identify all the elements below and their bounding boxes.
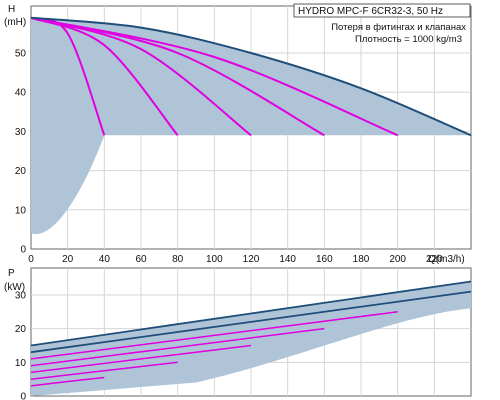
power-curve: [30, 344, 252, 374]
chart-title: HYDRO MPC-F 6CR32-3, 50 Hz: [298, 6, 443, 17]
x-axis-unit: Q(m3/h): [428, 254, 465, 265]
head-envelope-curve: [30, 16, 472, 137]
head-y-tick-label: 30: [15, 127, 27, 138]
x-tick-label: 0: [28, 254, 34, 265]
power-y-tick-label: 0: [20, 392, 26, 400]
head-operating-area: [31, 17, 471, 235]
power-curve: [30, 361, 178, 380]
x-tick-label: 60: [135, 254, 147, 265]
head-plot: 0 20 40 60 80 100 120 140 160 180 200 220 0 10 20 30 40…: [4, 3, 472, 265]
x-tick-label: 200: [389, 254, 406, 265]
power-curve: [30, 311, 398, 360]
power-y-tick-label: 20: [15, 324, 27, 335]
power-y-tick-label: 30: [15, 290, 27, 301]
head-operating-area-fill: [31, 17, 471, 235]
head-x-tick-labels: 0 20 40 60 80 100 120 140 160 180 200 220: [28, 254, 443, 265]
power-curve: [30, 327, 325, 367]
head-y-tick-label: 20: [15, 166, 27, 177]
x-tick-label: 180: [353, 254, 370, 265]
x-tick-label: 140: [279, 254, 296, 265]
power-plot: 0 10 20 30 P (kW): [4, 267, 472, 400]
head-y-tick-labels: 0 10 20 30 40 50: [15, 49, 27, 256]
x-tick-label: 80: [172, 254, 184, 265]
power-y-label: P: [8, 268, 15, 279]
head-y-tick-label: 0: [20, 245, 26, 256]
head-curve: [30, 16, 399, 137]
head-y-label: H: [8, 4, 15, 15]
head-curves: [30, 16, 472, 137]
head-y-unit: (mH): [4, 17, 26, 28]
power-curve: [30, 376, 105, 387]
head-y-tick-label: 50: [15, 49, 27, 60]
note-fitting-losses: Потеря в фитингах и клапанах: [331, 22, 466, 33]
x-tick-label: 220: [426, 254, 443, 265]
power-envelope-curve: [30, 290, 472, 354]
power-curves: [30, 280, 472, 387]
power-y-unit: (kW): [4, 282, 25, 293]
power-y-tick-labels: 0 10 20 30: [15, 290, 27, 400]
power-envelope-curve: [30, 280, 472, 347]
x-tick-label: 160: [316, 254, 333, 265]
power-band-area: [31, 281, 471, 396]
x-tick-label: 100: [206, 254, 223, 265]
power-y-tick-label: 10: [15, 358, 27, 369]
power-band-fill: [31, 281, 471, 396]
title-box: [293, 3, 471, 18]
x-tick-label: 120: [243, 254, 260, 265]
head-y-tick-label: 10: [15, 205, 27, 216]
head-y-tick-label: 40: [15, 88, 27, 99]
x-tick-label: 20: [62, 254, 74, 265]
note-density: Плотность = 1000 kg/m3: [355, 34, 462, 45]
x-tick-label: 40: [99, 254, 111, 265]
